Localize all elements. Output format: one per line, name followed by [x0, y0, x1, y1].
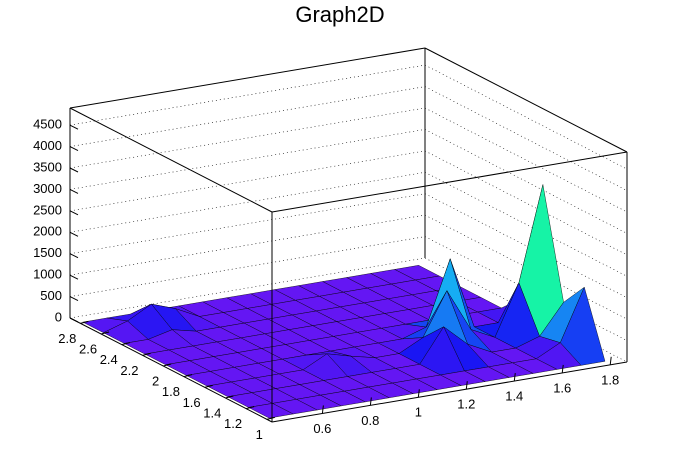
- x-tick: [321, 405, 324, 414]
- x-tick: [465, 381, 468, 390]
- z-tick: [69, 124, 79, 130]
- y-tick: [204, 384, 213, 388]
- z-tick-label: 500: [40, 288, 62, 303]
- y-tick: [142, 352, 151, 356]
- y-tick-label: 2.2: [120, 363, 138, 378]
- grid-line: [69, 193, 628, 298]
- y-tick-label: 1.6: [183, 395, 201, 410]
- y-tick: [183, 374, 193, 378]
- x-tick: [369, 397, 372, 406]
- z-tick: [69, 274, 79, 280]
- box-edge: [424, 47, 628, 153]
- y-tick-label: 1.4: [203, 405, 221, 420]
- z-tick-label: 2000: [33, 224, 62, 239]
- z-tick-label: 1500: [33, 245, 62, 260]
- grid-line: [69, 171, 628, 277]
- x-tick: [609, 356, 612, 365]
- z-tick-label: 4500: [33, 117, 62, 132]
- y-tick: [225, 395, 234, 399]
- y-tick: [121, 342, 130, 346]
- z-tick-label: 3500: [33, 159, 62, 174]
- y-tick-label: 1.2: [224, 416, 242, 431]
- x-tick-label: 0.8: [361, 413, 379, 428]
- z-tick-label: 2500: [33, 202, 62, 217]
- z-tick-label: 3000: [33, 181, 62, 196]
- y-tick-label: 2.6: [79, 341, 97, 356]
- y-tick: [245, 406, 255, 410]
- grid-line: [69, 150, 628, 256]
- x-tick-label: 1.6: [553, 380, 571, 395]
- grid-line: [69, 64, 628, 170]
- z-tick-label: 0: [55, 309, 62, 324]
- y-tick-label: 2.4: [100, 352, 118, 367]
- y-tick: [80, 320, 89, 324]
- z-tick-label: 4000: [33, 138, 62, 153]
- z-tick: [69, 253, 79, 259]
- box-edge: [69, 107, 273, 213]
- grid-line: [69, 86, 628, 191]
- chart-title: Graph2D: [295, 2, 384, 27]
- grid-line: [69, 236, 628, 341]
- z-tick: [69, 296, 79, 302]
- grid-line: [69, 257, 628, 363]
- x-tick-label: 1: [415, 405, 422, 420]
- box-edge: [271, 151, 628, 213]
- y-tick: [163, 363, 172, 367]
- box-edge: [69, 47, 426, 109]
- y-tick-label: 1: [256, 427, 263, 442]
- z-tick: [69, 167, 79, 173]
- x-tick-label: 1.4: [505, 388, 523, 403]
- x-tick: [417, 389, 420, 398]
- x-tick: [513, 372, 516, 382]
- axis-line: [69, 317, 273, 423]
- y-tick-label: 1.8: [162, 384, 180, 399]
- z-tick: [69, 188, 79, 194]
- z-tick: [69, 210, 79, 216]
- z-tick: [69, 231, 79, 237]
- x-tick-label: 1.8: [601, 372, 619, 387]
- y-tick-label: 2: [152, 373, 159, 388]
- y-tick: [266, 416, 275, 420]
- y-tick: [100, 331, 110, 335]
- x-tick-label: 0.6: [313, 421, 331, 436]
- axis-line: [271, 361, 628, 423]
- z-tick: [69, 146, 79, 152]
- y-tick-label: 2.8: [58, 331, 76, 346]
- grid-line: [69, 107, 628, 213]
- grid-line: [69, 214, 628, 320]
- x-tick: [561, 364, 564, 374]
- x-tick-label: 1.2: [457, 397, 475, 412]
- z-tick-label: 1000: [33, 267, 62, 282]
